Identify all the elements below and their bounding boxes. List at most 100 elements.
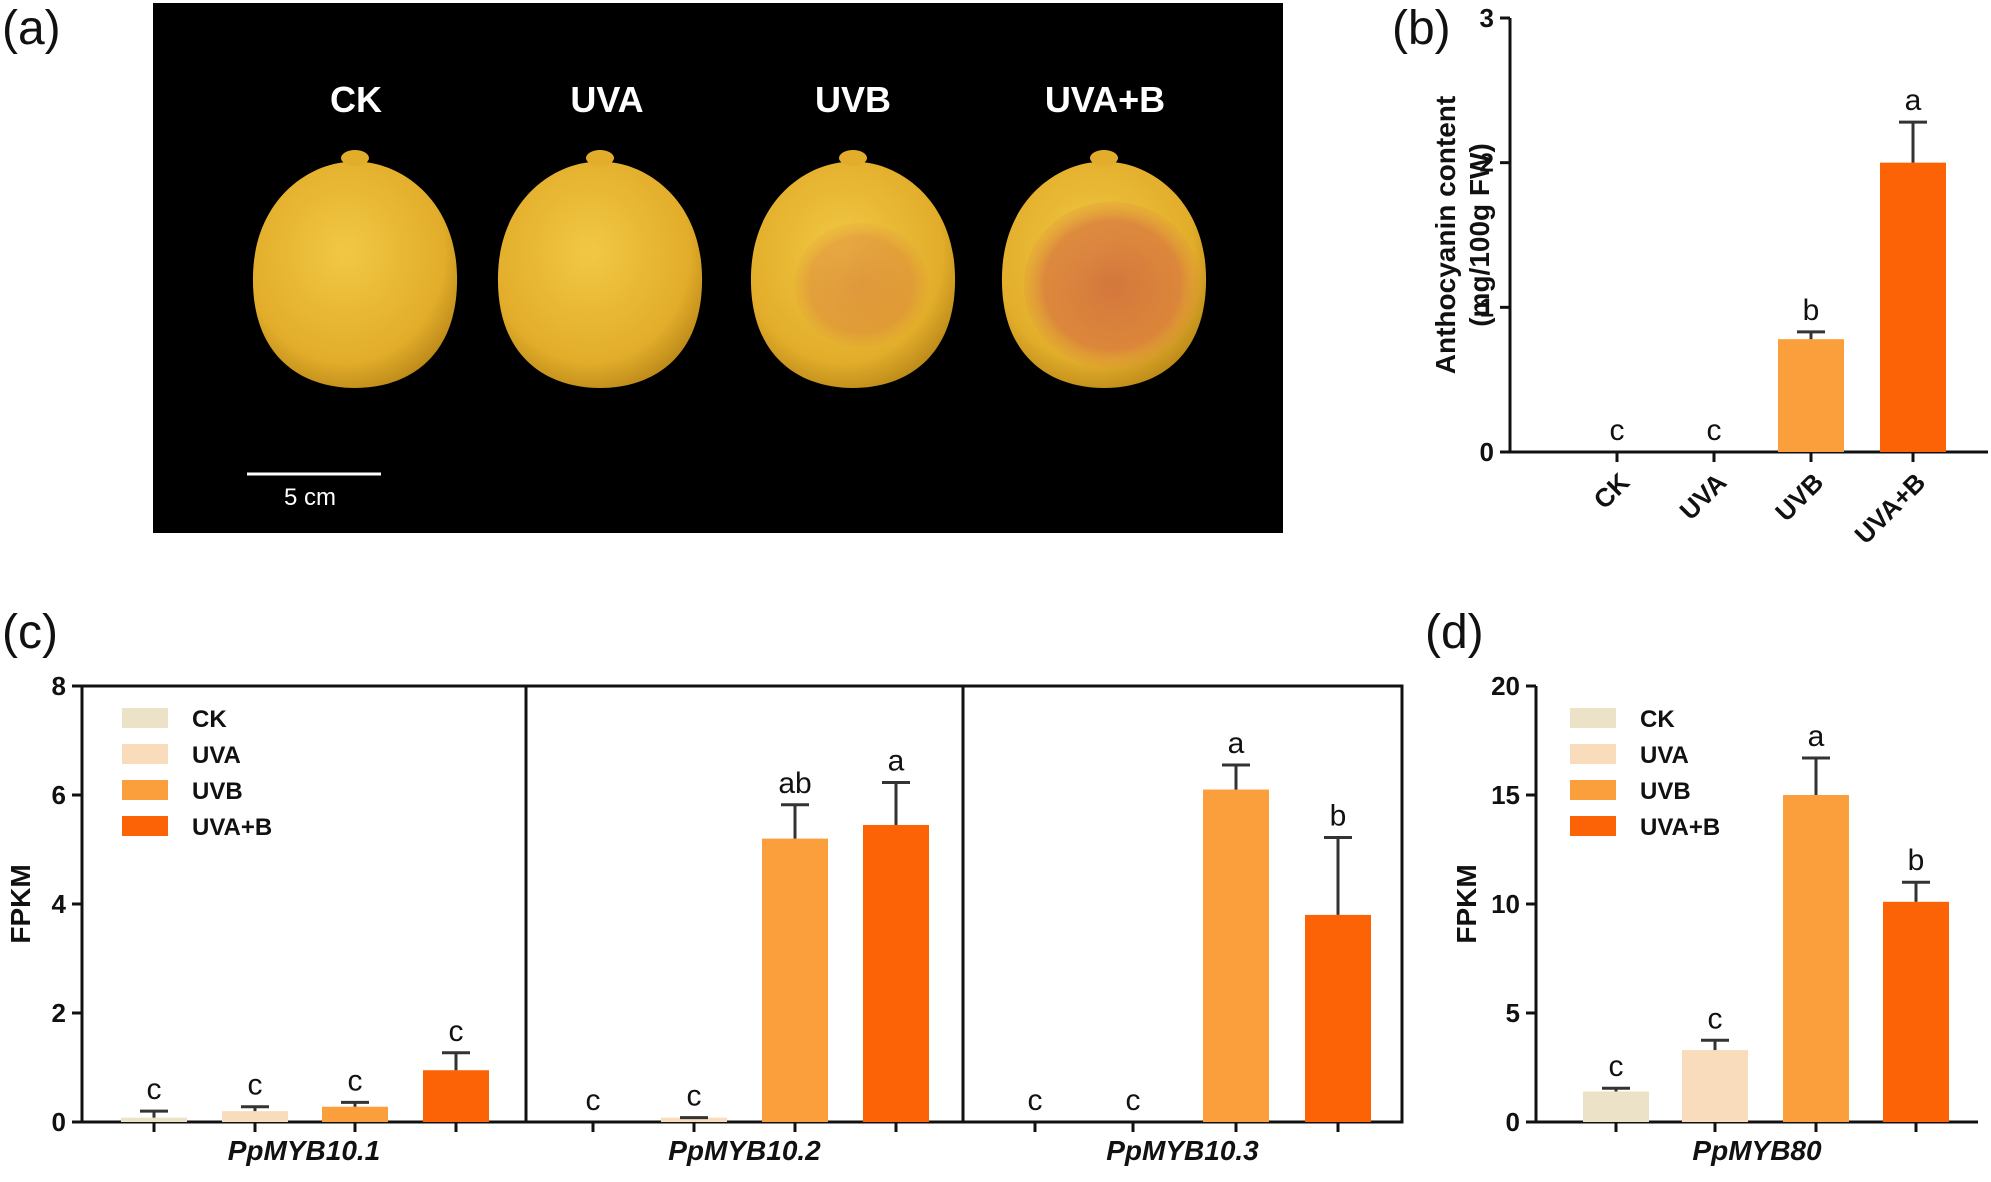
- fruit-tip: [586, 150, 614, 166]
- significance-label: a: [1228, 727, 1245, 760]
- fruit-photo-panel: CK UVA UVB UVA+B 5 cm: [153, 3, 1283, 533]
- gene-label: PpMYB10.1: [228, 1135, 381, 1166]
- significance-label: c: [1609, 1050, 1624, 1083]
- fruit-uva: UVA: [497, 79, 703, 388]
- y-tick-label: 4: [52, 889, 67, 919]
- y-tick-label: 0: [52, 1107, 66, 1137]
- panel-label-c: (c): [2, 606, 58, 659]
- significance-label: c: [687, 1080, 702, 1113]
- gene-label: PpMYB10.2: [668, 1135, 821, 1166]
- bar-UVA: [1682, 1050, 1748, 1122]
- legend-label: UVA: [1640, 742, 1689, 769]
- significance-label: b: [1330, 800, 1347, 833]
- bar-UVA+B: [423, 1070, 489, 1122]
- x-tick-label: UVA: [1674, 467, 1733, 526]
- significance-label: c: [248, 1069, 263, 1102]
- y-tick-label: 0: [1506, 1107, 1520, 1137]
- legend-label: CK: [192, 706, 227, 733]
- y-axis-label: Anthocyanin content (mg/100g FW): [1430, 96, 1495, 374]
- y-tick-label: 2: [1480, 148, 1494, 178]
- significance-label: a: [1808, 720, 1825, 753]
- significance-label: ab: [778, 767, 811, 800]
- fruit-uva-plus-b: UVA+B: [1001, 79, 1207, 388]
- gene-label: PpMYB80: [1692, 1135, 1822, 1166]
- x-tick-label: UVA+B: [1849, 467, 1932, 550]
- legend-label: UVB: [192, 778, 243, 805]
- fruit-body: [497, 161, 703, 388]
- significance-label: c: [1028, 1084, 1043, 1117]
- gene-label: PpMYB10.3: [1106, 1135, 1259, 1166]
- significance-label: b: [1908, 844, 1925, 877]
- panel-label-d: (d): [1425, 606, 1484, 659]
- bar-UVB: [762, 838, 828, 1122]
- bar-UVB: [1778, 339, 1844, 452]
- fruit-body: [252, 161, 458, 388]
- significance-label: c: [348, 1064, 363, 1097]
- chart-b-anthocyanin: 0 1 2 3 c CK c UVA b UVB a UVA+B Anthocyanin content…: [1430, 3, 1988, 550]
- bar-UVA+B: [1880, 162, 1946, 452]
- fruit-uvb: UVB: [750, 79, 956, 388]
- bar-UVA+B: [863, 824, 929, 1122]
- fruit-blush: [793, 222, 929, 348]
- plot-frame: [80, 684, 1404, 1124]
- photo-label-ck: CK: [330, 79, 382, 120]
- fruit-tip: [839, 150, 867, 166]
- legend-swatch: [1570, 816, 1616, 836]
- significance-label: a: [1905, 84, 1922, 117]
- y-tick-label: 0: [1480, 437, 1494, 467]
- y-tick-label: 6: [52, 780, 66, 810]
- y-tick-label: 10: [1491, 889, 1520, 919]
- photo-label-uvb: UVB: [815, 79, 891, 120]
- panel-label-b: (b): [1392, 2, 1451, 55]
- x-tick-label: CK: [1587, 467, 1635, 515]
- photo-label-uva: UVA: [570, 79, 643, 120]
- legend-label: UVA+B: [1640, 814, 1720, 841]
- significance-label: c: [1610, 414, 1625, 447]
- y-axis-label: FPKM: [5, 864, 36, 943]
- legend-label: UVA: [192, 742, 241, 769]
- legend-label: CK: [1640, 706, 1675, 733]
- bar-UVA+B: [1305, 914, 1371, 1122]
- significance-label: c: [1708, 1002, 1723, 1035]
- significance-label: a: [888, 744, 905, 777]
- significance-label: c: [586, 1084, 601, 1117]
- y-tick-label: 2: [52, 998, 66, 1028]
- panel-label-a: (a): [2, 2, 61, 55]
- legend-swatch: [122, 708, 168, 728]
- significance-label: c: [1707, 414, 1722, 447]
- fruit-ck: CK: [252, 79, 458, 388]
- bar-CK: [1583, 1091, 1649, 1122]
- fruit-tip: [1090, 150, 1118, 166]
- legend-swatch: [1570, 708, 1616, 728]
- y-tick-label: 5: [1506, 998, 1520, 1028]
- bar-UVA: [661, 1117, 727, 1122]
- significance-label: b: [1803, 294, 1820, 327]
- bar-UVA+B: [1883, 901, 1949, 1122]
- legend-swatch: [122, 744, 168, 764]
- scale-bar-label: 5 cm: [284, 484, 336, 511]
- significance-label: c: [1126, 1084, 1141, 1117]
- bar-CK: [121, 1117, 187, 1122]
- significance-label: c: [147, 1073, 162, 1106]
- photo-label-uva-plus-b: UVA+B: [1045, 79, 1165, 120]
- fruit-blush: [1023, 201, 1201, 369]
- bar-UVB: [322, 1106, 388, 1122]
- legend-swatch: [1570, 780, 1616, 800]
- legend-swatch: [122, 816, 168, 836]
- legend-label: UVB: [1640, 778, 1691, 805]
- y-tick-label: 8: [52, 671, 66, 701]
- chart-d-myb80: 0 5 10 15 20 c c a b PpMYB80 FPKM CK UVA UVB UVA+B: [1451, 671, 1978, 1166]
- group-ppmyb10-3: c c a b PpMYB10.3: [1028, 727, 1371, 1166]
- y-tick-label: 20: [1491, 671, 1520, 701]
- y-tick-label: 3: [1480, 3, 1494, 33]
- legend-swatch: [122, 780, 168, 800]
- y-axis-label: FPKM: [1451, 864, 1482, 943]
- group-ppmyb10-1: c c c c PpMYB10.1: [121, 1015, 489, 1166]
- significance-label: c: [449, 1015, 464, 1048]
- y-tick-label: 15: [1491, 780, 1520, 810]
- legend-swatch: [1570, 744, 1616, 764]
- bar-UVB: [1783, 795, 1849, 1122]
- x-tick-label: UVB: [1769, 467, 1829, 527]
